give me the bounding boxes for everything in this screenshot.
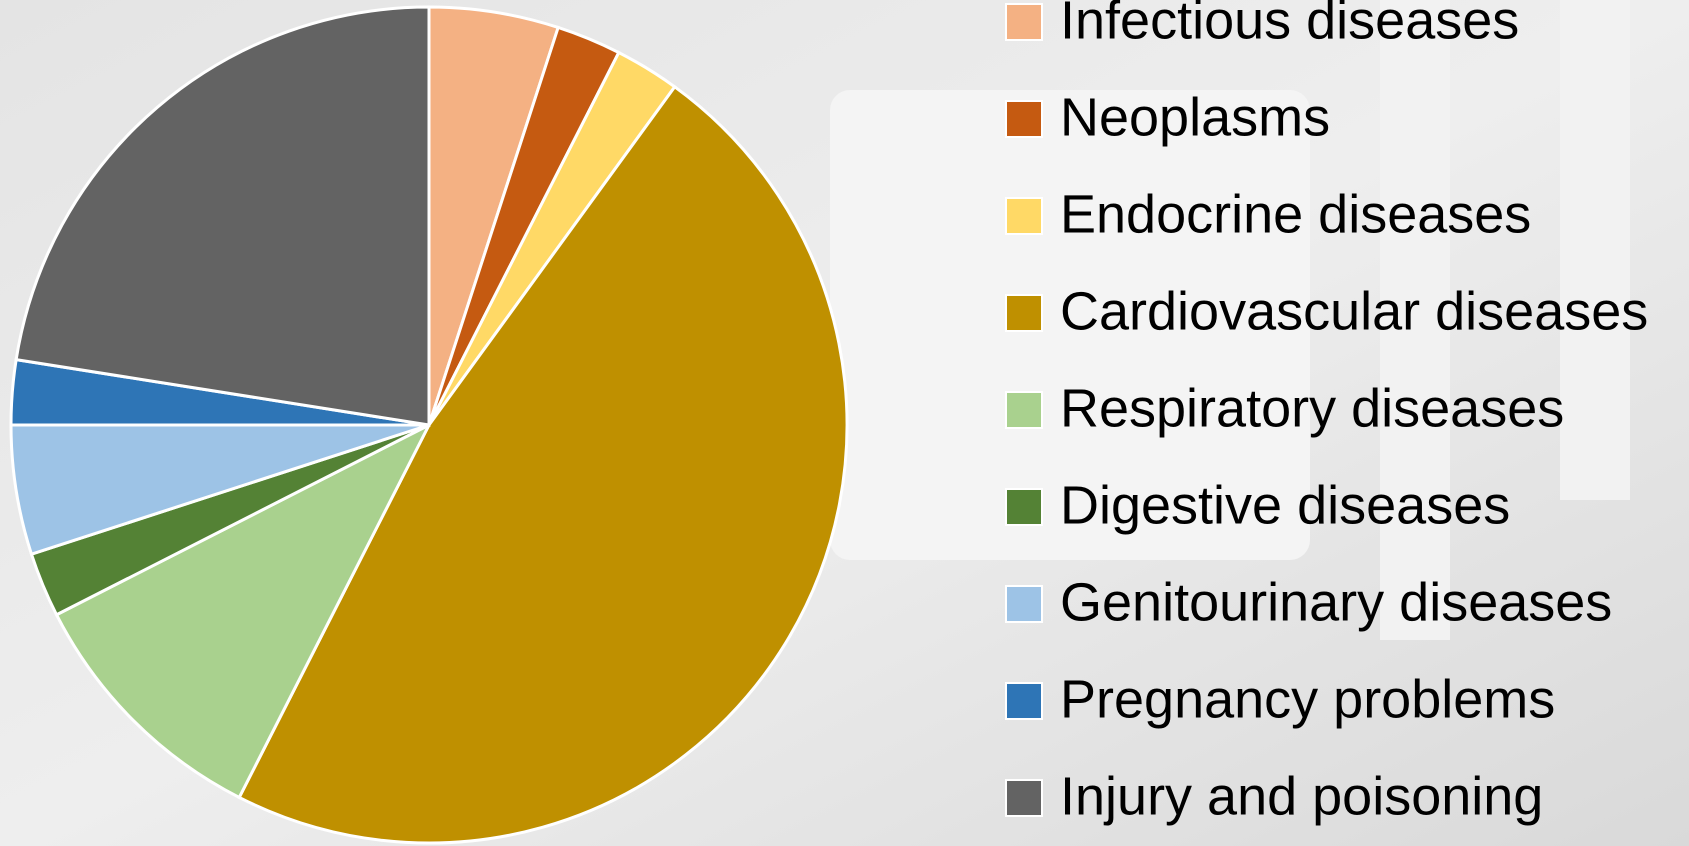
legend-label: Injury and poisoning: [1060, 766, 1543, 826]
legend-swatch: [1006, 295, 1042, 331]
legend-swatch: [1006, 101, 1042, 137]
legend-label: Endocrine diseases: [1060, 184, 1531, 244]
legend-swatch: [1006, 4, 1042, 40]
legend-swatch: [1006, 780, 1042, 816]
legend-label: Digestive diseases: [1060, 475, 1510, 535]
legend-label: Cardiovascular diseases: [1060, 281, 1648, 341]
chart: Infectious diseases Neoplasms Endocrine di…: [0, 0, 1689, 846]
legend-swatch: [1006, 489, 1042, 525]
legend-swatch: [1006, 683, 1042, 719]
legend-label: Genitourinary diseases: [1060, 572, 1612, 632]
legend-label: Infectious diseases: [1060, 0, 1519, 50]
legend-swatch: [1006, 586, 1042, 622]
legend-label: Respiratory diseases: [1060, 378, 1564, 438]
page: Infectious diseases Neoplasms Endocrine di…: [0, 0, 1689, 846]
background-shape: [1560, 0, 1630, 500]
legend-label: Pregnancy problems: [1060, 669, 1555, 729]
legend-swatch: [1006, 392, 1042, 428]
legend-label: Neoplasms: [1060, 87, 1330, 147]
legend-swatch: [1006, 198, 1042, 234]
